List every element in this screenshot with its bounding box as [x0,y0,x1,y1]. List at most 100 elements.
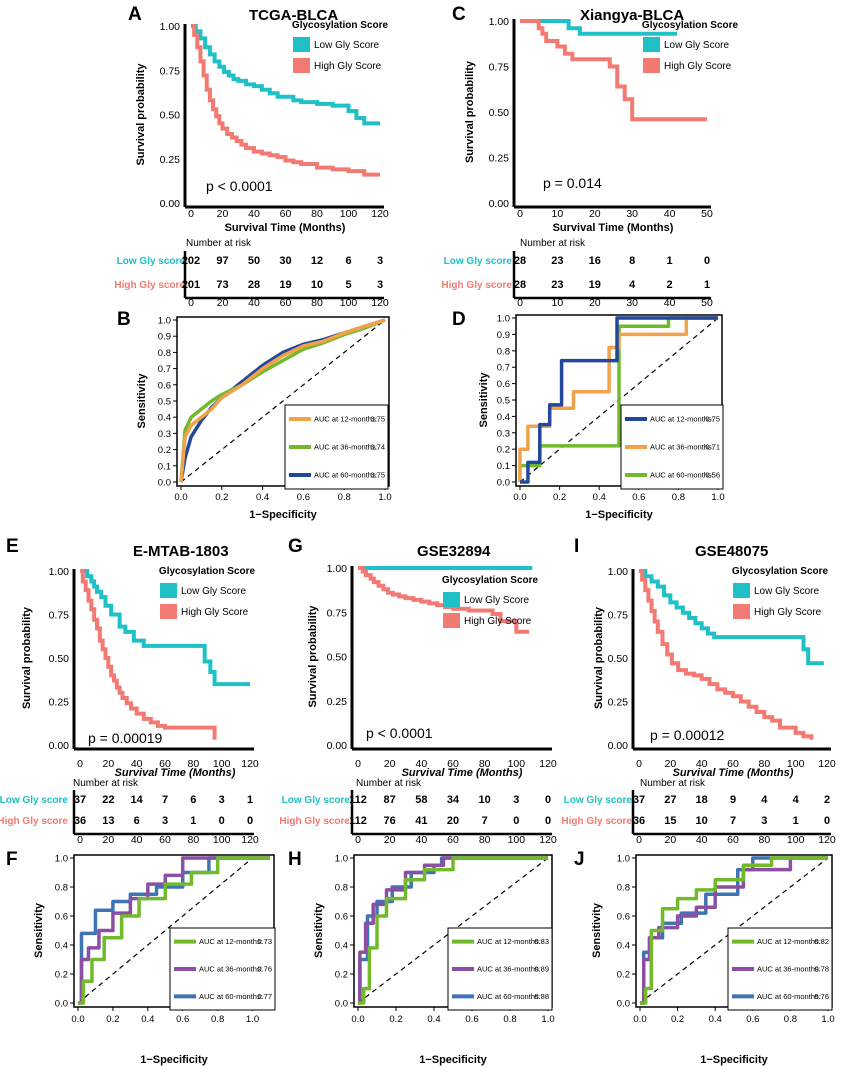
y-tick-label: 0.50 [49,653,70,665]
x-tick-label: 60 [159,758,171,770]
x-tick-label: 0 [636,758,642,770]
legend-label: AUC at 60-months: [477,992,541,1001]
y-tick-label: 1.00 [327,563,348,575]
x-tick-label: 80 [479,758,491,770]
legend-label: AUC at 12-months: [199,937,263,946]
x-tick-label: 0.8 [338,492,351,503]
x-axis-label: Survival Time (Months) [225,222,346,234]
legend-auc-value: 0.75 [370,415,385,424]
y-axis-label: Sensitivity [313,902,325,958]
chart-title: E-MTAB-1803 [133,543,229,560]
legend-auc-value: 0.74 [370,443,385,452]
risk-x-tick-label: 20 [217,297,229,309]
risk-count: 6 [134,815,140,827]
risk-x-tick-label: 60 [727,834,739,846]
y-tick-label: 0.00 [49,740,70,752]
x-axis-label: 1−Specificity [140,1054,208,1066]
legend-label: Low Gly Score [181,586,246,597]
risk-label-high: High Gly score [561,816,632,827]
risk-count: 41 [415,815,427,827]
chart-title: Xiangya-BLCA [580,7,684,24]
risk-count: 2 [667,279,673,291]
y-tick-label: 0.5 [497,396,510,407]
x-tick-label: 0.6 [746,1014,759,1025]
x-tick-label: 0.8 [503,1014,516,1025]
x-tick-label: 50 [701,208,713,220]
risk-count: 112 [349,815,367,827]
x-axis-label: Survival Time (Months) [553,222,674,234]
x-tick-label: 40 [664,208,676,220]
low-gly-curve [639,569,824,666]
x-tick-label: 0 [77,758,83,770]
y-tick-label: 0.9 [497,330,510,341]
roc-panel-B: B 0.0 0.1 0.2 0.3 0.4 0.5 0.6 0.7 0.8 0.9 1.0 0.0 0.2… [117,309,392,521]
x-tick-label: 1.0 [246,1014,259,1025]
risk-count: 36 [633,815,645,827]
risk-count: 87 [384,794,396,806]
risk-count: 6 [345,255,351,267]
legend-swatch-high [443,613,460,628]
p-value: p < 0.0001 [366,725,433,741]
risk-label-high: High Gly score [279,816,350,827]
x-tick-label: 0.0 [174,492,187,503]
risk-label-low: Low Gly score [282,795,351,806]
low-gly-curve [520,19,678,36]
x-tick-label: 0.4 [256,492,269,503]
y-tick-label: 0.6 [158,380,171,391]
y-tick-label: 0.25 [49,697,70,709]
x-tick-label: 20 [102,758,114,770]
legend-auc-value: 0.75 [705,415,720,424]
high-gly-curve [520,19,707,122]
y-tick-label: 0.25 [489,153,510,165]
legend-label: High Gly Score [754,607,822,618]
y-axis-label: Survival probability [593,606,605,709]
risk-count: 0 [704,255,710,267]
risk-count: 7 [482,815,488,827]
risk-count: 23 [551,279,563,291]
risk-count: 50 [248,255,260,267]
y-tick-label: 0.0 [55,999,68,1010]
risk-count: 201 [182,279,200,291]
legend-auc-value: 0.76 [257,965,272,974]
legend-label: High Gly Score [664,61,732,72]
legend-auc-value: 0.83 [534,937,549,946]
y-tick-label: 0.0 [158,478,171,489]
risk-count: 0 [513,815,519,827]
y-tick-label: 0.0 [497,478,510,489]
risk-count: 8 [629,255,635,267]
risk-x-tick-label: 120 [539,834,557,846]
x-tick-label: 0.2 [215,492,228,503]
legend-swatch-low [293,37,310,52]
y-tick-label: 0.6 [497,379,510,390]
y-tick-label: 0.2 [158,445,171,456]
risk-table-header: Number at risk [73,778,139,789]
y-tick-label: 0.00 [608,740,629,752]
risk-label-low: Low Gly score [117,256,186,267]
risk-count: 16 [589,255,601,267]
risk-table-header: Number at risk [186,238,252,249]
risk-count: 10 [311,279,323,291]
y-tick-label: 0.2 [335,970,348,981]
x-tick-label: 0.6 [176,1014,189,1025]
x-tick-label: 60 [280,208,292,220]
risk-count: 97 [216,255,228,267]
risk-x-tick-label: 100 [213,834,231,846]
y-tick-label: 0.25 [327,696,348,708]
y-tick-label: 0.3 [158,429,171,440]
y-tick-label: 0.25 [160,154,181,166]
risk-x-tick-label: 120 [371,297,389,309]
risk-count: 1 [247,794,253,806]
roc-curve [520,316,718,484]
legend-label: AUC at 36-months: [650,443,714,452]
x-tick-label: 10 [552,208,564,220]
y-tick-label: 0.6 [55,912,68,923]
legend-auc-value: 0.77 [257,992,272,1001]
risk-x-tick-label: 0 [517,297,523,309]
y-tick-label: 1.00 [160,21,181,33]
x-tick-label: 0.2 [671,1014,684,1025]
risk-count: 112 [349,794,367,806]
x-tick-label: 30 [626,208,638,220]
km-panel-G: G GSE32894 0.00 0.25 0.50 0.75 1.00 0 20 40 60 80 10… [279,536,556,846]
risk-count: 19 [589,279,601,291]
